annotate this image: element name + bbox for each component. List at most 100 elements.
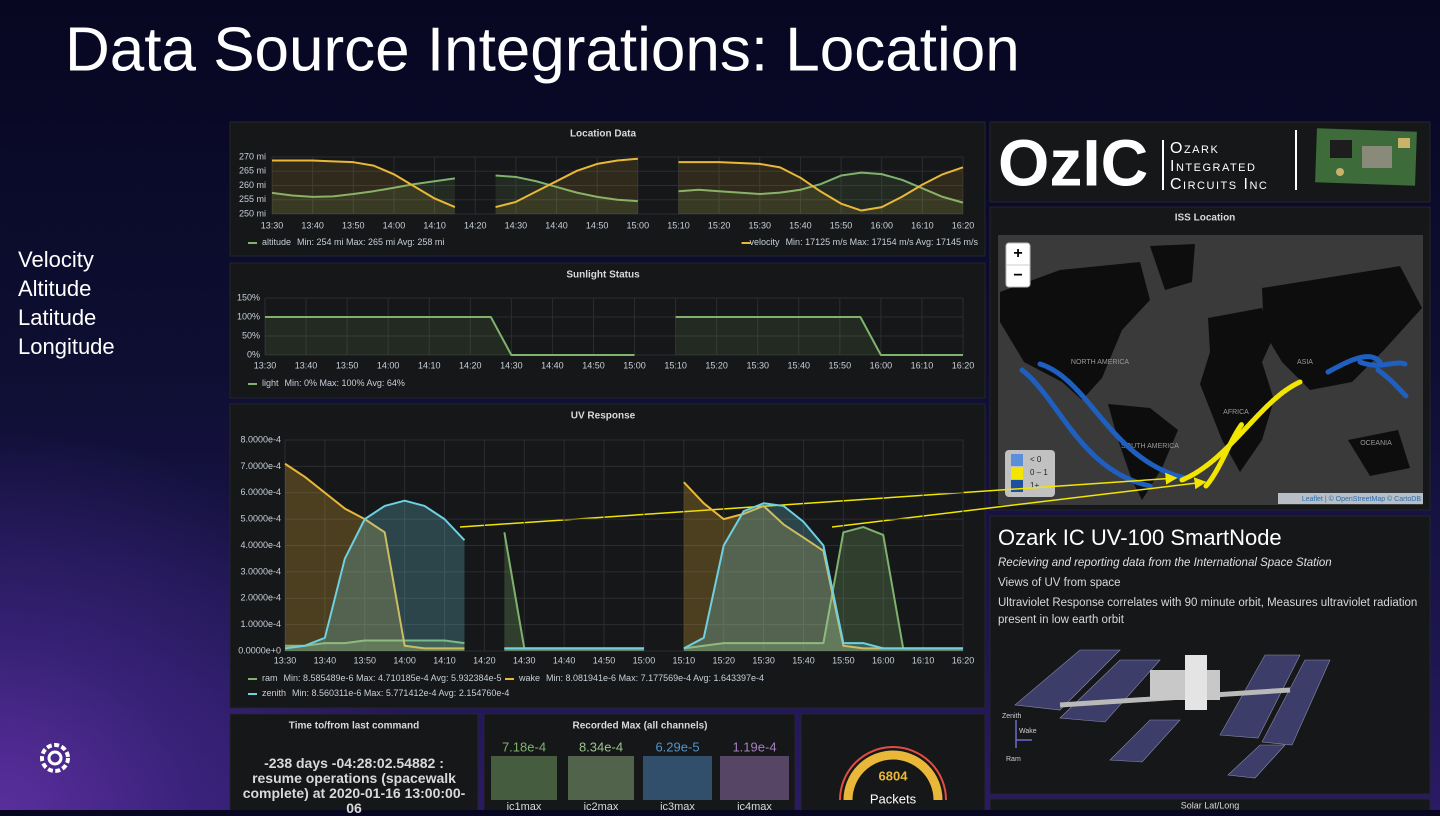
y-tick-label: 8.0000e-4	[240, 434, 281, 444]
series-line	[284, 499, 963, 650]
bullet: Velocity	[18, 247, 94, 272]
legend-stats: Min: 17125 m/s Max: 17154 m/s Avg: 17145…	[786, 237, 979, 247]
x-tick-label: 13:50	[342, 220, 365, 230]
x-tick-label: 16:20	[952, 220, 975, 230]
legend-entry: zenith Min: 8.560311e-6 Max: 5.771412e-4 …	[262, 688, 509, 698]
command-text: -238 days -04:28:02.54882 : resume opera…	[242, 755, 466, 816]
bullet: Altitude	[18, 276, 91, 301]
x-tick-label: 16:00	[872, 655, 895, 665]
info-text: Views of UV from space	[998, 577, 1121, 589]
legend-name: wake	[518, 673, 540, 683]
map-legend: < 0 0 – 1 1+	[1005, 450, 1055, 497]
x-tick-label: 15:20	[705, 360, 728, 370]
x-tick-label: 15:20	[708, 220, 731, 230]
series-area	[265, 317, 963, 355]
map-land	[1000, 244, 1422, 500]
x-tick-label: 13:30	[254, 360, 277, 370]
map-region: SOUTH AMERICA	[1121, 443, 1179, 450]
x-tick-label: 14:20	[464, 220, 487, 230]
panel-title: Solar Lat/Long	[1181, 800, 1240, 810]
panel	[229, 403, 986, 709]
legend-name: light	[262, 378, 279, 388]
attribution-bg	[1278, 493, 1423, 504]
x-tick-label: 15:30	[752, 655, 775, 665]
stat-value: 6.29e-5	[655, 739, 699, 754]
iss-image: Zenith Wake Ram	[1002, 649, 1331, 779]
legend-entry: velocity Min: 17125 m/s Max: 17154 m/s Av…	[750, 237, 979, 247]
legend-entry: altitude Min: 254 mi Max: 265 mi Avg: 258…	[262, 237, 444, 247]
x-tick-label: 13:40	[295, 360, 318, 370]
y-tick-label: 50%	[242, 330, 260, 340]
x-tick-label: 14:30	[500, 360, 523, 370]
x-tick-label: 16:00	[870, 360, 893, 370]
x-tick-label: 13:40	[301, 220, 324, 230]
legend-stats: Min: 8.585489e-6 Max: 4.710185e-4 Avg: 5…	[284, 673, 502, 683]
map-region: AFRICA	[1223, 409, 1249, 416]
x-tick-label: 14:50	[593, 655, 616, 665]
y-tick-label: 270 mi	[239, 151, 266, 161]
x-tick-label: 14:40	[541, 360, 564, 370]
axis-label: Wake	[1019, 728, 1037, 735]
stat-bar	[643, 756, 712, 800]
x-tick-label: 15:20	[712, 655, 735, 665]
stat-bar	[568, 756, 634, 800]
stat-label: ic2max	[584, 801, 619, 810]
y-tick-label: 3.0000e-4	[240, 566, 281, 576]
legend-entry: light Min: 0% Max: 100% Avg: 64%	[262, 378, 405, 388]
x-tick-label: 16:10	[911, 220, 934, 230]
x-tick-label: 14:10	[433, 655, 456, 665]
series-area	[285, 463, 963, 651]
series-line	[272, 157, 964, 212]
x-tick-label: 14:20	[459, 360, 482, 370]
bullet: Longitude	[18, 334, 115, 359]
zoom-control[interactable]: + −	[1005, 242, 1031, 288]
y-tick-label: 1.0000e-4	[240, 619, 281, 629]
stat-label: ic3max	[660, 801, 695, 810]
y-tick-label: 6.0000e-4	[240, 487, 281, 497]
legend-stats: Min: 0% Max: 100% Avg: 64%	[285, 378, 405, 388]
x-tick-label: 14:40	[545, 220, 568, 230]
gauge: 6804 Packets	[839, 746, 947, 806]
x-tick-label: 13:30	[274, 655, 297, 665]
y-tick-label: 5.0000e-4	[240, 514, 281, 524]
panel	[229, 713, 479, 810]
bullet: Latitude	[18, 305, 96, 330]
panel-title: Sunlight Status	[566, 270, 640, 281]
x-tick-label: 15:50	[829, 360, 852, 370]
stat-value: 8.34e-4	[579, 739, 623, 754]
x-tick-label: 15:10	[664, 360, 687, 370]
x-tick-label: 13:30	[261, 220, 284, 230]
series-area	[285, 527, 963, 651]
y-tick-label: 4.0000e-4	[240, 540, 281, 550]
logo-text: Integrated	[1170, 158, 1256, 175]
y-tick-label: 7.0000e-4	[240, 461, 281, 471]
x-tick-label: 15:00	[633, 655, 656, 665]
axis-label: Zenith	[1002, 713, 1022, 720]
board-photo	[1315, 128, 1417, 186]
x-tick-label: 14:00	[377, 360, 400, 370]
series-line	[265, 316, 963, 356]
logo-mark: OzIC	[998, 125, 1148, 199]
legend-label: 1+	[1030, 481, 1039, 490]
x-tick-label: 16:10	[912, 655, 935, 665]
x-tick-label: 15:30	[746, 360, 769, 370]
panel	[989, 798, 1431, 810]
zoom-out[interactable]: −	[1013, 267, 1022, 284]
y-tick-label: 250 mi	[239, 208, 266, 218]
x-tick-label: 14:20	[473, 655, 496, 665]
zoom-in[interactable]: +	[1013, 245, 1022, 262]
x-tick-label: 15:10	[667, 220, 690, 230]
company-logo: OzIC Ozark Integrated Circuits Inc	[998, 125, 1417, 199]
stat-bar	[720, 756, 789, 800]
logo-text: Circuits Inc	[1170, 176, 1268, 193]
gauge-value: 6804	[879, 768, 909, 783]
stat-value: 1.19e-4	[732, 739, 776, 754]
legend-name: altitude	[262, 237, 291, 247]
panel	[483, 713, 796, 810]
y-tick-label: 265 mi	[239, 166, 266, 176]
x-tick-label: 14:50	[582, 360, 605, 370]
stat-bar	[491, 756, 557, 800]
x-tick-label: 14:00	[393, 655, 416, 665]
map-attribution[interactable]: Leaflet | © OpenStreetMap © CartoDB	[1302, 495, 1421, 503]
